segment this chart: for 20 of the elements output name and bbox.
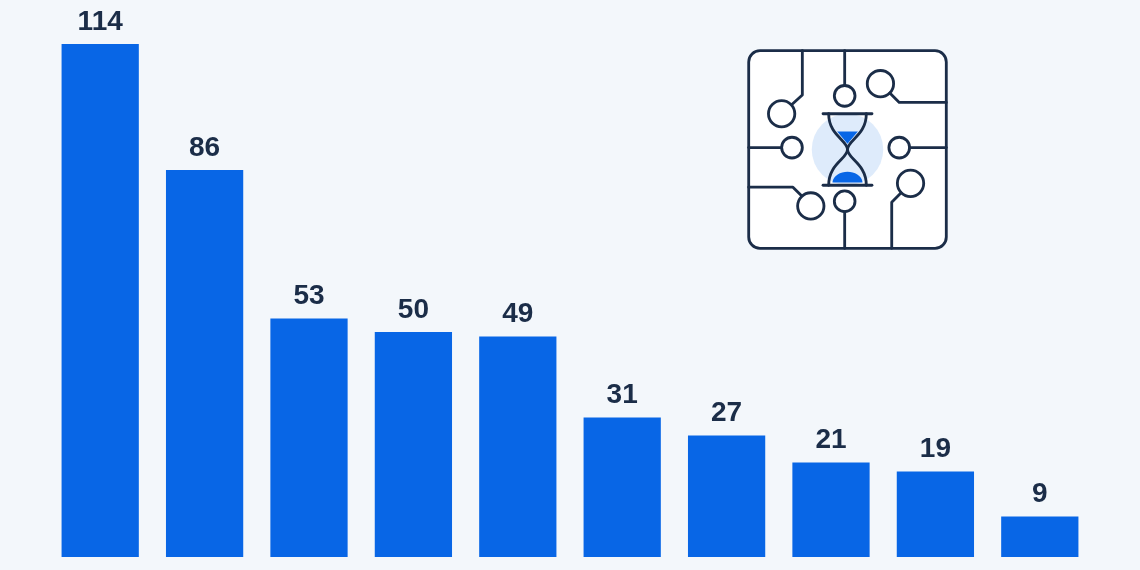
bar	[687, 435, 766, 557]
data-label: 50	[397, 292, 429, 324]
bar	[792, 462, 870, 557]
bar	[374, 332, 453, 557]
bar	[896, 471, 975, 557]
data-label: 27	[711, 396, 743, 428]
data-label: 114	[77, 4, 124, 36]
data-label: 9	[1032, 477, 1048, 509]
data-label: 21	[815, 423, 847, 455]
data-label: 49	[502, 297, 534, 329]
bar	[61, 44, 139, 557]
data-label: 86	[189, 130, 221, 162]
bar	[1001, 516, 1079, 557]
bar	[479, 336, 557, 557]
data-label: 53	[293, 279, 325, 311]
bar	[270, 318, 348, 557]
bar	[583, 417, 661, 557]
data-label: 19	[919, 432, 951, 464]
bar	[165, 170, 244, 557]
data-label: 31	[606, 378, 638, 410]
